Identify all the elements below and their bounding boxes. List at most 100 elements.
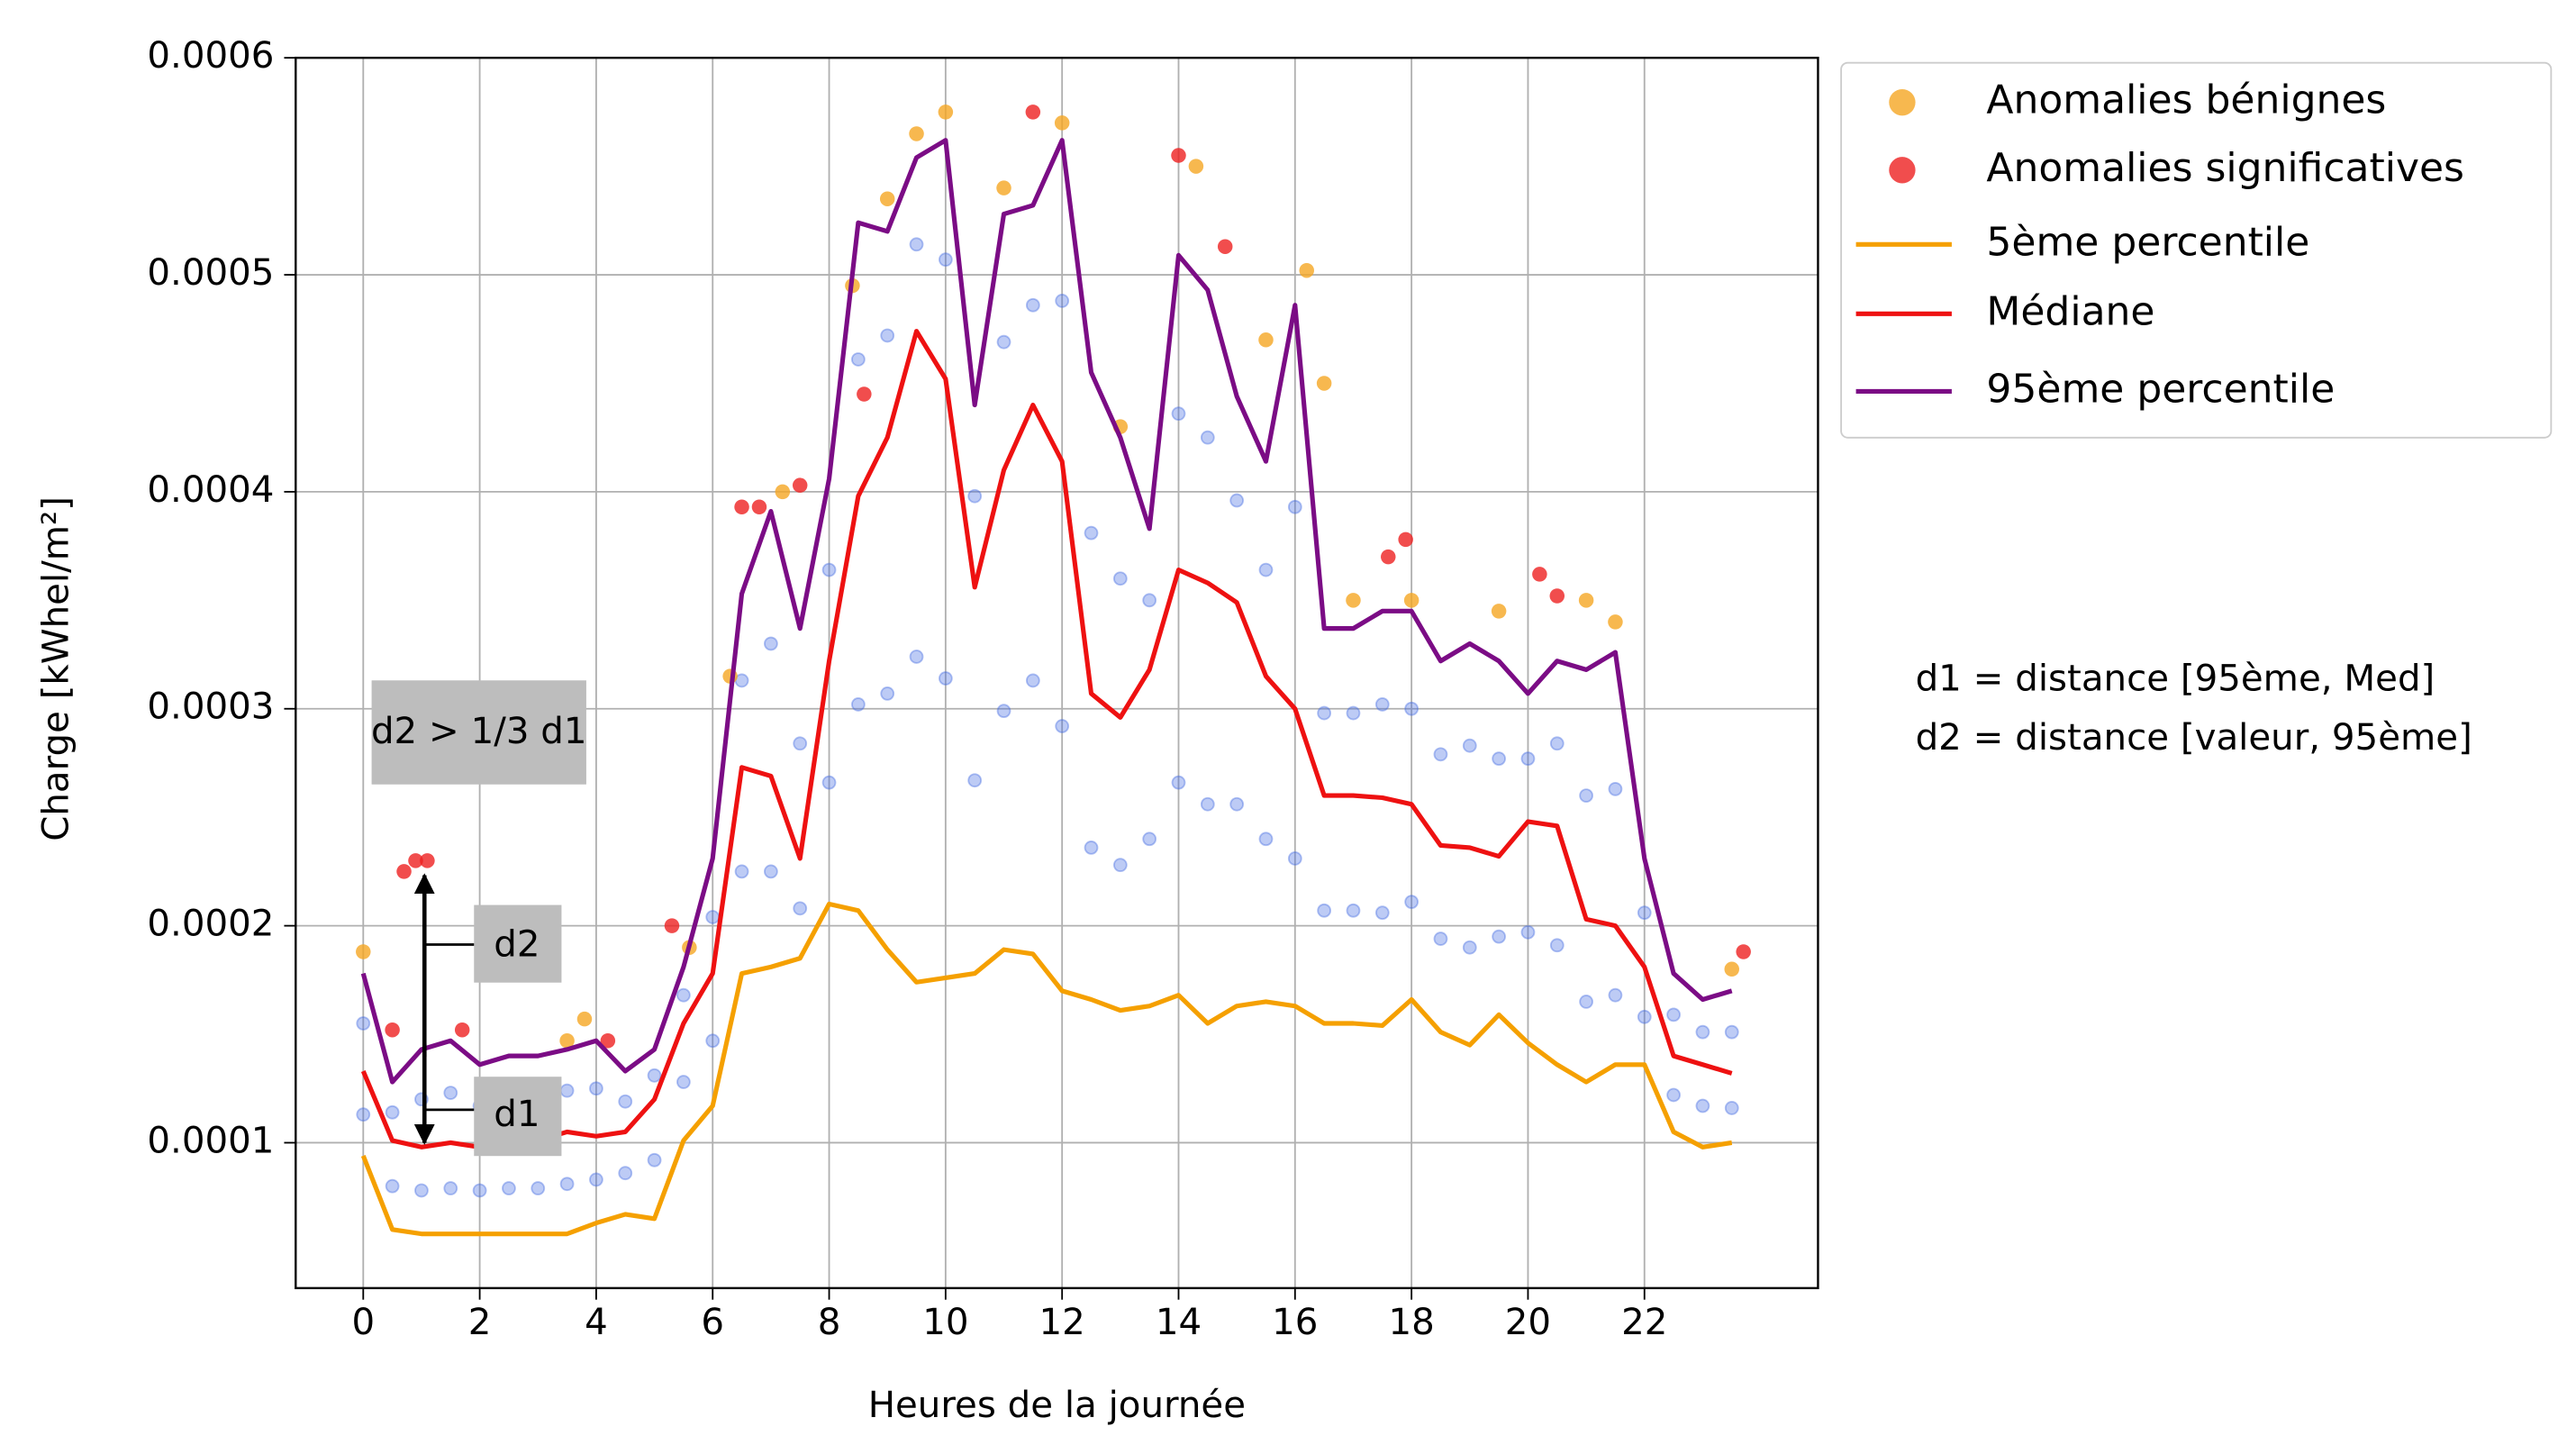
- data-point: [1492, 929, 1506, 944]
- annotation-group: d2 > 1/3 d1 d2 d1 d1 = distance [95ème, …: [371, 657, 2472, 1157]
- data-point: [1055, 294, 1070, 308]
- data-point: [909, 237, 924, 252]
- data-point: [996, 334, 1011, 350]
- anomaly-point: [1491, 604, 1507, 619]
- annotation-box: [474, 1077, 562, 1157]
- data-point: [880, 686, 895, 701]
- x-tick-label: 16: [1272, 1301, 1318, 1343]
- x-tick-label: 2: [468, 1301, 492, 1343]
- annotation-box: [371, 680, 586, 785]
- data-point: [1229, 796, 1245, 812]
- data-point: [502, 1181, 516, 1195]
- anomaly-point: [385, 1022, 400, 1038]
- data-point: [1637, 905, 1652, 921]
- data-point: [996, 704, 1011, 719]
- data-point: [705, 1033, 721, 1049]
- legend-label: Anomalies significatives: [1986, 145, 2464, 191]
- data-point: [938, 252, 953, 268]
- anomaly-point: [1549, 588, 1565, 604]
- data-point: [1171, 775, 1186, 790]
- data-point: [1462, 940, 1477, 955]
- data-point: [1724, 1024, 1739, 1040]
- line-series: [360, 138, 1733, 1085]
- x-tick-label: 14: [1156, 1301, 1202, 1343]
- x-tick-label: 8: [818, 1301, 841, 1343]
- data-point: [443, 1181, 458, 1195]
- data-point: [850, 352, 866, 367]
- anomaly-point: [1316, 376, 1332, 391]
- data-point: [1229, 493, 1245, 508]
- anomaly-point: [664, 918, 680, 933]
- data-point: [1142, 832, 1157, 847]
- annotation: d2 > 1/3 d1: [371, 710, 587, 752]
- anomaly-point: [420, 853, 435, 868]
- anomaly-point: [1258, 332, 1274, 348]
- data-point: [1258, 832, 1274, 847]
- data-point: [1200, 796, 1215, 812]
- annotation: d2: [494, 922, 540, 965]
- data-point: [1579, 995, 1593, 1009]
- data-point: [559, 1083, 575, 1098]
- anomaly-point: [408, 853, 423, 868]
- anomaly-point: [1403, 593, 1420, 608]
- anomaly-point: [909, 126, 924, 141]
- annotation-box: [474, 904, 562, 983]
- data-point: [472, 1183, 487, 1198]
- anomaly-point: [775, 484, 791, 500]
- data-point: [850, 697, 866, 712]
- anomaly-point: [734, 499, 749, 514]
- data-point: [1695, 1024, 1710, 1040]
- legend-label: 95ème percentile: [1986, 366, 2335, 412]
- data-point: [938, 671, 953, 686]
- x-tick-label: 20: [1505, 1301, 1551, 1343]
- data-point: [1724, 1101, 1739, 1115]
- anomaly-point: [1025, 105, 1041, 120]
- data-point: [821, 775, 837, 790]
- data-point: [967, 488, 983, 504]
- y-tick-label: 0.0003: [147, 686, 274, 728]
- anomaly-point: [1578, 593, 1594, 608]
- data-point: [764, 636, 778, 651]
- anomaly-point: [356, 944, 371, 959]
- legend-label: Médiane: [1986, 288, 2154, 334]
- data-point: [1462, 738, 1477, 753]
- legend-label: Anomalies bénignes: [1986, 77, 2386, 123]
- data-point: [356, 1107, 371, 1122]
- data-point: [1112, 858, 1128, 873]
- x-tick-label: 0: [351, 1301, 375, 1343]
- y-tick-label: 0.0001: [147, 1119, 274, 1161]
- data-point: [1346, 705, 1361, 721]
- x-tick-label: 6: [701, 1301, 724, 1343]
- data-point: [647, 1068, 662, 1083]
- data-point: [676, 987, 691, 1003]
- data-point: [1492, 751, 1506, 767]
- data-point: [1520, 924, 1536, 940]
- data-point: [1404, 895, 1420, 909]
- y-tick-label: 0.0005: [147, 251, 274, 294]
- data-point: [1374, 905, 1390, 921]
- anomaly-point: [1381, 549, 1396, 565]
- data-point: [1695, 1098, 1710, 1113]
- data-point: [1084, 525, 1099, 541]
- data-point: [676, 1075, 691, 1089]
- anomaly-point: [1346, 593, 1361, 608]
- anomaly-point: [559, 1033, 575, 1049]
- anomaly-point: [1188, 159, 1204, 174]
- data-point: [1025, 297, 1040, 313]
- anomaly-point: [600, 1033, 616, 1049]
- anomaly-point: [792, 477, 808, 493]
- anomaly-point: [751, 499, 767, 514]
- data-point: [1374, 697, 1390, 712]
- legend-items: Anomalies bénignes Anomalies significativ…: [1855, 77, 2464, 412]
- data-point: [443, 1086, 458, 1100]
- legend-marker: [1889, 157, 1916, 184]
- anomaly-point: [857, 386, 872, 402]
- data-point: [589, 1172, 603, 1187]
- data-point: [793, 736, 808, 751]
- data-point: [618, 1094, 633, 1109]
- axes-frame: [295, 56, 1819, 1290]
- anomaly-point: [1217, 239, 1233, 254]
- x-tick-label: 22: [1621, 1301, 1667, 1343]
- legend-label: 5ème percentile: [1986, 219, 2309, 265]
- anomaly-point: [576, 1011, 593, 1027]
